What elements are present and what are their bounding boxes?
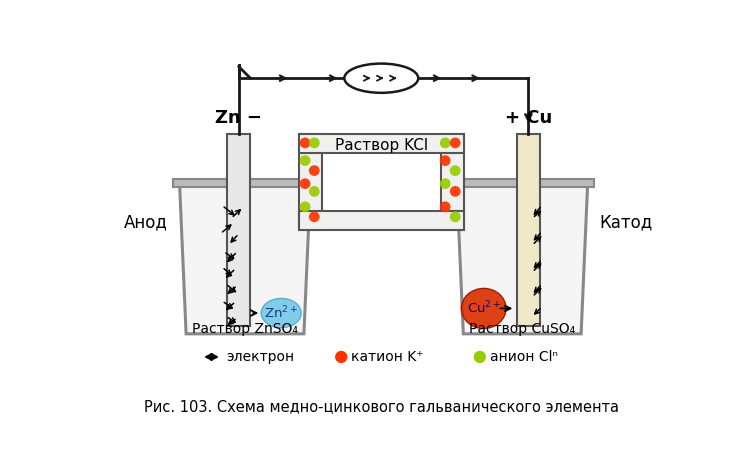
Circle shape xyxy=(450,186,461,197)
Circle shape xyxy=(300,202,310,212)
Circle shape xyxy=(300,137,310,148)
Circle shape xyxy=(450,211,461,222)
Ellipse shape xyxy=(461,288,506,329)
Text: Cu$^{2+}$: Cu$^{2+}$ xyxy=(466,300,501,317)
Bar xyxy=(517,134,540,326)
Circle shape xyxy=(300,155,310,166)
Bar xyxy=(173,179,317,187)
Bar xyxy=(441,134,464,230)
Circle shape xyxy=(309,137,320,148)
Text: Катод: Катод xyxy=(599,213,652,231)
Text: анион Clⁿ: анион Clⁿ xyxy=(490,350,558,364)
Text: Рис. 103. Схема медно-цинкового гальванического элемента: Рис. 103. Схема медно-цинкового гальвани… xyxy=(144,399,619,414)
Text: Раствор ZnSO₄: Раствор ZnSO₄ xyxy=(192,322,298,336)
Text: Анод: Анод xyxy=(124,213,168,231)
Circle shape xyxy=(309,165,320,176)
Text: катион K⁺: катион K⁺ xyxy=(351,350,424,364)
Circle shape xyxy=(440,155,451,166)
Circle shape xyxy=(440,178,451,189)
Circle shape xyxy=(440,202,451,212)
Text: + Cu: + Cu xyxy=(504,110,552,127)
Bar xyxy=(299,134,464,153)
Bar xyxy=(228,134,251,326)
Circle shape xyxy=(300,178,310,189)
Text: Zn$^{2+}$: Zn$^{2+}$ xyxy=(264,305,298,321)
Bar xyxy=(299,134,322,230)
Ellipse shape xyxy=(344,64,418,93)
Circle shape xyxy=(474,351,486,363)
Circle shape xyxy=(450,137,461,148)
Circle shape xyxy=(440,137,451,148)
Circle shape xyxy=(309,211,320,222)
Circle shape xyxy=(335,351,347,363)
Bar xyxy=(451,179,594,187)
Text: Zn −: Zn − xyxy=(215,110,263,127)
Polygon shape xyxy=(179,184,310,334)
Circle shape xyxy=(450,165,461,176)
Ellipse shape xyxy=(261,298,301,328)
Polygon shape xyxy=(457,184,588,334)
Bar xyxy=(299,211,464,230)
Text: Раствор KCl: Раствор KCl xyxy=(335,138,429,152)
Circle shape xyxy=(309,186,320,197)
Text: Раствор CuSO₄: Раствор CuSO₄ xyxy=(469,322,575,336)
Text: электрон: электрон xyxy=(225,350,294,364)
